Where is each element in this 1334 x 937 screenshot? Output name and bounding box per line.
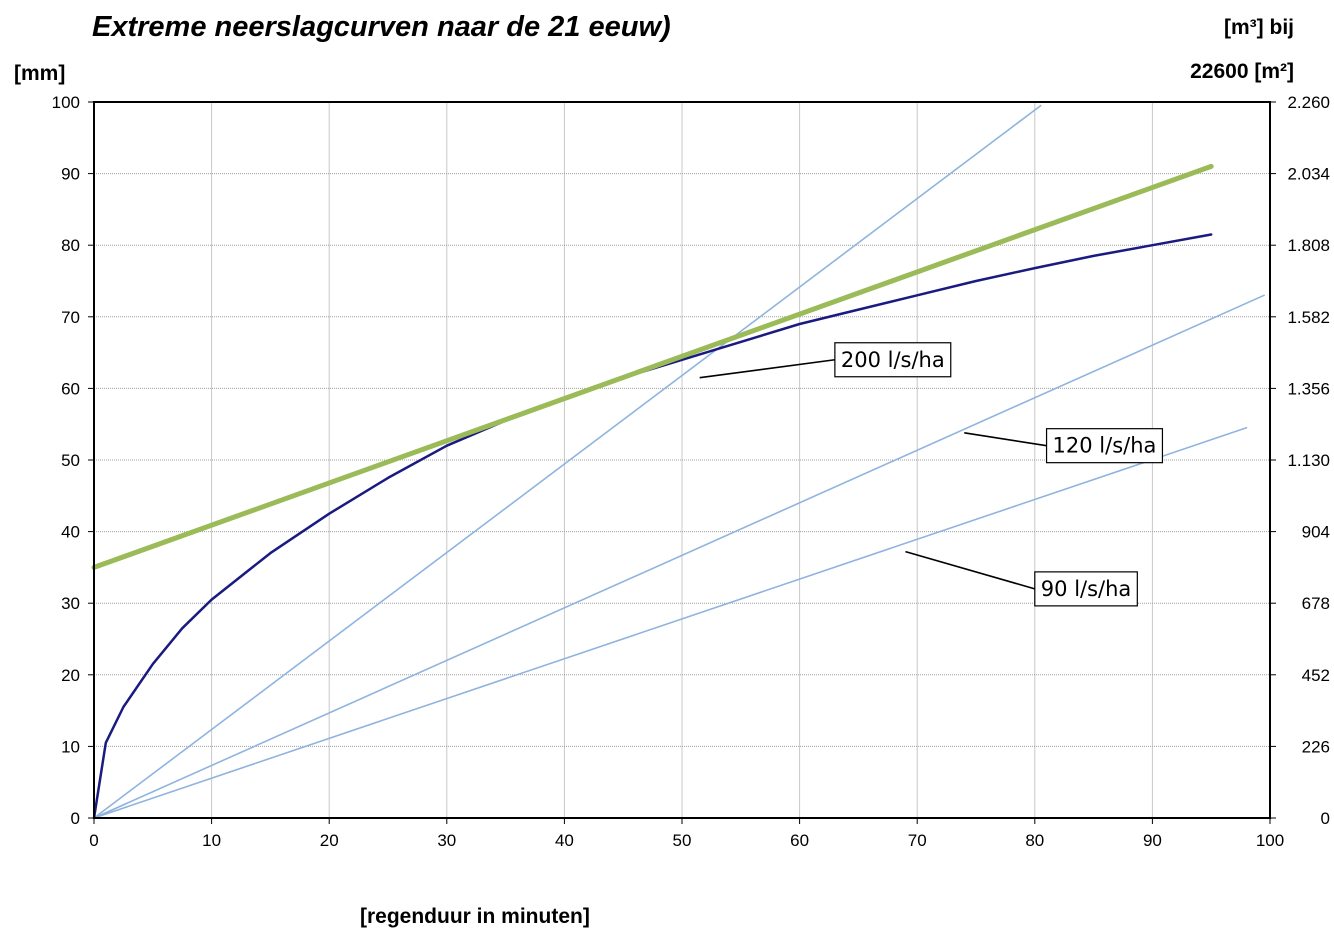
y2-tick-label: 1.356 [1287, 379, 1330, 398]
series-extreme-curve [92, 233, 1213, 820]
y2-axis-label-line1: [m³] bij [1224, 16, 1294, 39]
annotation-leader [905, 550, 1036, 590]
y2-tick-label: 226 [1302, 737, 1330, 756]
annotation-callout: 120 l/s/ha [964, 428, 1164, 464]
annotation-leader [964, 432, 1047, 447]
y2-tick-label: 1.808 [1287, 236, 1330, 255]
x-tick-label: 80 [1025, 831, 1044, 850]
y2-tick-label: 0 [1321, 809, 1330, 828]
y-axis-label: [mm] [14, 62, 65, 85]
annotation-label: 120 l/s/ha [1053, 434, 1157, 458]
x-tick-label: 90 [1143, 831, 1162, 850]
x-tick-label: 100 [1256, 831, 1284, 850]
series-discharge-lines [93, 426, 1248, 819]
y2-tick-label: 1.582 [1287, 308, 1330, 327]
plot-series [91, 104, 1265, 820]
x-tick-label: 60 [790, 831, 809, 850]
series-discharge-lines [93, 104, 1042, 819]
y-tick-label: 40 [61, 523, 80, 542]
annotation-box [834, 342, 952, 378]
y2-tick-label: 2.260 [1287, 93, 1330, 112]
y2-tick-label: 904 [1302, 523, 1330, 542]
y-tick-label: 50 [61, 451, 80, 470]
y2-tick-label: 1.130 [1287, 451, 1330, 470]
y-tick-label: 30 [61, 594, 80, 613]
annotation-leader [699, 358, 835, 379]
x-tick-label: 10 [202, 831, 221, 850]
annotation-label: 200 l/s/ha [841, 348, 945, 372]
annotation-label: 90 l/s/ha [1041, 577, 1132, 601]
x-axis-label: [regenduur in minuten] [360, 905, 590, 928]
y2-tick-label: 678 [1302, 594, 1330, 613]
y-tick-label: 10 [61, 737, 80, 756]
x-tick-label: 30 [437, 831, 456, 850]
y2-axis-label-line2: 22600 [m²] [1190, 60, 1294, 83]
y-tick-label: 70 [61, 308, 80, 327]
y2-tick-label: 2.034 [1287, 165, 1330, 184]
annotation-callout: 90 l/s/ha [905, 550, 1138, 607]
y-tick-label: 90 [61, 165, 80, 184]
x-tick-label: 50 [673, 831, 692, 850]
annotations: 200 l/s/ha 120 l/s/ha 90 l/s/ha [699, 342, 1164, 607]
y-tick-label: 0 [71, 809, 80, 828]
x-tick-label: 0 [89, 831, 98, 850]
x-tick-label: 20 [320, 831, 339, 850]
x-tick-label: 70 [908, 831, 927, 850]
y-tick-label: 60 [61, 379, 80, 398]
y2-tick-label: 452 [1302, 666, 1330, 685]
y-tick-label: 100 [52, 93, 80, 112]
chart-title: Extreme neerslagcurven naar de 21 eeuw) [92, 11, 671, 43]
series-discharge-lines [93, 294, 1265, 819]
y-tick-label: 20 [61, 666, 80, 685]
series-trend-line [91, 163, 1214, 570]
y-tick-label: 80 [61, 236, 80, 255]
annotation-callout: 200 l/s/ha [699, 342, 952, 379]
annotation-box [1034, 571, 1138, 607]
x-tick-label: 40 [555, 831, 574, 850]
